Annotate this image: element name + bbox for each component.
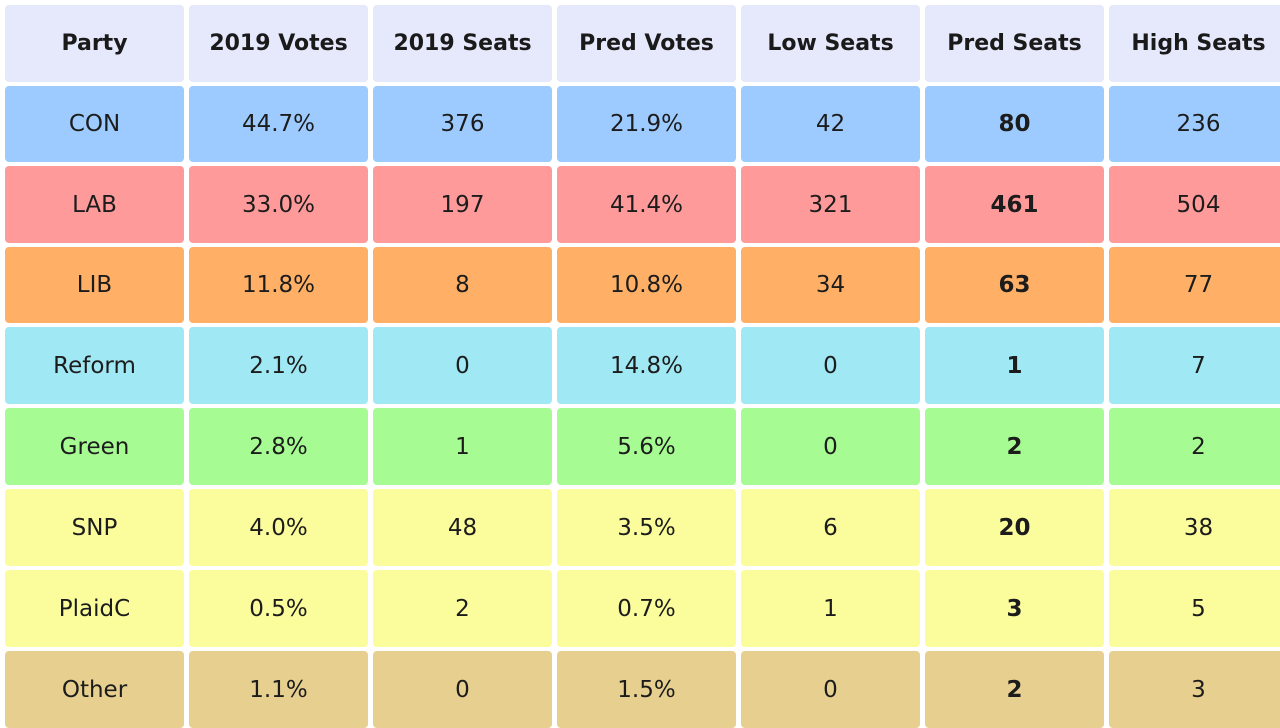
cell-lab-2019-votes: 33.0% <box>189 166 368 243</box>
cell-reform-party: Reform <box>5 327 184 404</box>
cell-con-pred-seats: 80 <box>925 86 1104 162</box>
cell-green-party: Green <box>5 408 184 485</box>
cell-snp-pred-seats: 20 <box>925 489 1104 566</box>
cell-other-party: Other <box>5 651 184 728</box>
cell-snp-2019-seats: 48 <box>373 489 552 566</box>
cell-snp-2019-votes: 4.0% <box>189 489 368 566</box>
cell-lab-high-seats: 504 <box>1109 166 1280 243</box>
cell-lib-party: LIB <box>5 247 184 323</box>
cell-reform-2019-votes: 2.1% <box>189 327 368 404</box>
cell-lib-pred-seats: 63 <box>925 247 1104 323</box>
cell-other-2019-votes: 1.1% <box>189 651 368 728</box>
cell-reform-2019-seats: 0 <box>373 327 552 404</box>
column-header-2019-seats: 2019 Seats <box>373 5 552 82</box>
cell-green-pred-seats: 2 <box>925 408 1104 485</box>
cell-lab-2019-seats: 197 <box>373 166 552 243</box>
cell-green-2019-votes: 2.8% <box>189 408 368 485</box>
cell-con-party: CON <box>5 86 184 162</box>
cell-green-2019-seats: 1 <box>373 408 552 485</box>
cell-reform-high-seats: 7 <box>1109 327 1280 404</box>
cell-lab-low-seats: 321 <box>741 166 920 243</box>
cell-reform-pred-votes: 14.8% <box>557 327 736 404</box>
column-header-party: Party <box>5 5 184 82</box>
cell-lib-low-seats: 34 <box>741 247 920 323</box>
cell-green-high-seats: 2 <box>1109 408 1280 485</box>
cell-snp-pred-votes: 3.5% <box>557 489 736 566</box>
cell-lib-pred-votes: 10.8% <box>557 247 736 323</box>
cell-con-pred-votes: 21.9% <box>557 86 736 162</box>
column-header-2019-votes: 2019 Votes <box>189 5 368 82</box>
cell-con-high-seats: 236 <box>1109 86 1280 162</box>
cell-other-2019-seats: 0 <box>373 651 552 728</box>
cell-plaidc-pred-votes: 0.7% <box>557 570 736 647</box>
cell-snp-low-seats: 6 <box>741 489 920 566</box>
cell-plaidc-2019-votes: 0.5% <box>189 570 368 647</box>
column-header-pred-votes: Pred Votes <box>557 5 736 82</box>
cell-reform-low-seats: 0 <box>741 327 920 404</box>
cell-con-low-seats: 42 <box>741 86 920 162</box>
cell-snp-party: SNP <box>5 489 184 566</box>
cell-plaidc-2019-seats: 2 <box>373 570 552 647</box>
cell-lab-party: LAB <box>5 166 184 243</box>
cell-con-2019-votes: 44.7% <box>189 86 368 162</box>
cell-other-pred-seats: 2 <box>925 651 1104 728</box>
cell-green-pred-votes: 5.6% <box>557 408 736 485</box>
cell-con-2019-seats: 376 <box>373 86 552 162</box>
cell-other-high-seats: 3 <box>1109 651 1280 728</box>
cell-other-low-seats: 0 <box>741 651 920 728</box>
cell-lab-pred-seats: 461 <box>925 166 1104 243</box>
cell-green-low-seats: 0 <box>741 408 920 485</box>
cell-reform-pred-seats: 1 <box>925 327 1104 404</box>
cell-other-pred-votes: 1.5% <box>557 651 736 728</box>
cell-snp-high-seats: 38 <box>1109 489 1280 566</box>
cell-plaidc-low-seats: 1 <box>741 570 920 647</box>
cell-lib-2019-votes: 11.8% <box>189 247 368 323</box>
cell-plaidc-pred-seats: 3 <box>925 570 1104 647</box>
cell-lib-2019-seats: 8 <box>373 247 552 323</box>
column-header-low-seats: Low Seats <box>741 5 920 82</box>
column-header-high-seats: High Seats <box>1109 5 1280 82</box>
results-table: Party 2019 Votes 2019 Seats Pred Votes Low S… <box>5 5 1280 728</box>
cell-plaidc-party: PlaidC <box>5 570 184 647</box>
cell-lab-pred-votes: 41.4% <box>557 166 736 243</box>
cell-plaidc-high-seats: 5 <box>1109 570 1280 647</box>
column-header-pred-seats: Pred Seats <box>925 5 1104 82</box>
cell-lib-high-seats: 77 <box>1109 247 1280 323</box>
